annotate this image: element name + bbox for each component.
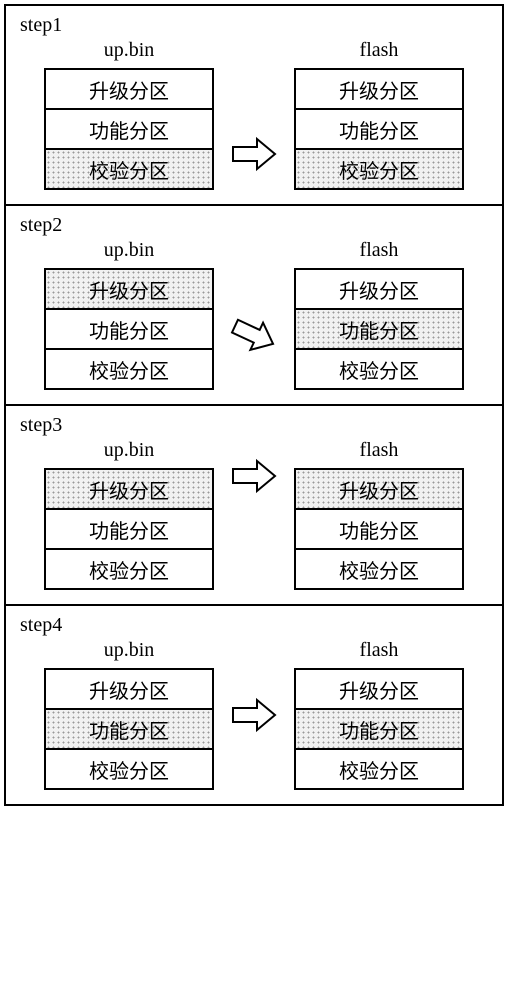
left-col: up.bin 升级分区功能分区校验分区 [44,439,214,590]
left-cell-1: 功能分区 [44,708,214,750]
right-cell-0: 升级分区 [294,668,464,710]
right-title: flash [360,639,399,662]
left-col: up.bin 升级分区功能分区校验分区 [44,39,214,190]
right-stack: 升级分区功能分区校验分区 [294,268,464,390]
left-cell-2: 校验分区 [44,148,214,190]
step-label: step2 [20,214,488,237]
step2: step2 up.bin 升级分区功能分区校验分区 flash 升级分区功能分区… [6,206,502,406]
left-cell-0: 升级分区 [44,268,214,310]
left-title: up.bin [104,439,155,462]
left-title: up.bin [104,239,155,262]
step-label: step4 [20,614,488,637]
arrow-icon [214,254,294,376]
right-cell-2: 校验分区 [294,348,464,390]
right-stack: 升级分区功能分区校验分区 [294,668,464,790]
left-stack: 升级分区功能分区校验分区 [44,268,214,390]
step4: step4 up.bin 升级分区功能分区校验分区 flash 升级分区功能分区… [6,606,502,804]
arrow-icon [214,54,294,176]
left-stack: 升级分区功能分区校验分区 [44,468,214,590]
step-label: step1 [20,14,488,37]
right-cell-0: 升级分区 [294,468,464,510]
right-cell-1: 功能分区 [294,308,464,350]
left-cell-2: 校验分区 [44,748,214,790]
right-cell-1: 功能分区 [294,108,464,150]
left-title: up.bin [104,639,155,662]
diagram-container: step1 up.bin 升级分区功能分区校验分区 flash 升级分区功能分区… [4,4,504,806]
left-cell-1: 功能分区 [44,108,214,150]
right-cell-1: 功能分区 [294,508,464,550]
right-cell-2: 校验分区 [294,148,464,190]
right-cell-0: 升级分区 [294,268,464,310]
right-cell-2: 校验分区 [294,548,464,590]
left-col: up.bin 升级分区功能分区校验分区 [44,639,214,790]
step-row: up.bin 升级分区功能分区校验分区 flash 升级分区功能分区校验分区 [20,439,488,590]
step-row: up.bin 升级分区功能分区校验分区 flash 升级分区功能分区校验分区 [20,239,488,390]
right-title: flash [360,239,399,262]
right-col: flash 升级分区功能分区校验分区 [294,39,464,190]
left-cell-2: 校验分区 [44,348,214,390]
left-cell-0: 升级分区 [44,468,214,510]
left-col: up.bin 升级分区功能分区校验分区 [44,239,214,390]
left-cell-1: 功能分区 [44,308,214,350]
right-col: flash 升级分区功能分区校验分区 [294,439,464,590]
right-title: flash [360,39,399,62]
step-row: up.bin 升级分区功能分区校验分区 flash 升级分区功能分区校验分区 [20,39,488,190]
right-cell-2: 校验分区 [294,748,464,790]
left-cell-2: 校验分区 [44,548,214,590]
step3: step3 up.bin 升级分区功能分区校验分区 flash 升级分区功能分区… [6,406,502,606]
left-cell-0: 升级分区 [44,68,214,110]
step-label: step3 [20,414,488,437]
arrow-icon [214,654,294,776]
right-col: flash 升级分区功能分区校验分区 [294,239,464,390]
right-stack: 升级分区功能分区校验分区 [294,68,464,190]
right-title: flash [360,439,399,462]
right-cell-0: 升级分区 [294,68,464,110]
right-stack: 升级分区功能分区校验分区 [294,468,464,590]
right-cell-1: 功能分区 [294,708,464,750]
step-row: up.bin 升级分区功能分区校验分区 flash 升级分区功能分区校验分区 [20,639,488,790]
arrow-icon [214,454,294,576]
left-title: up.bin [104,39,155,62]
left-cell-1: 功能分区 [44,508,214,550]
left-stack: 升级分区功能分区校验分区 [44,68,214,190]
left-cell-0: 升级分区 [44,668,214,710]
right-col: flash 升级分区功能分区校验分区 [294,639,464,790]
step1: step1 up.bin 升级分区功能分区校验分区 flash 升级分区功能分区… [6,6,502,206]
left-stack: 升级分区功能分区校验分区 [44,668,214,790]
